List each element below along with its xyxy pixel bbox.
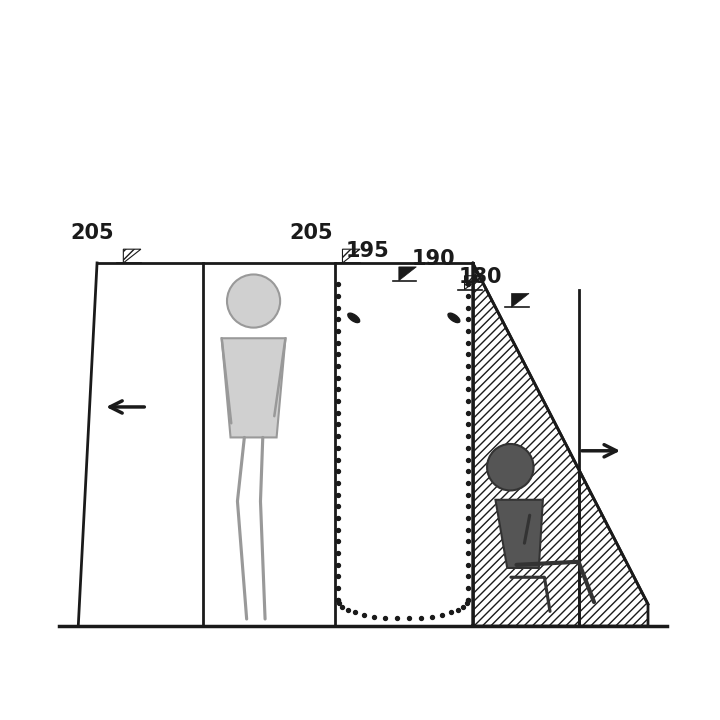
Point (462, 536, 474, 547)
Point (333, 454, 344, 465)
Point (333, 465, 344, 477)
Point (462, 395, 474, 407)
Point (333, 477, 344, 489)
Point (462, 512, 474, 523)
Text: 195: 195 (346, 240, 390, 261)
Point (462, 594, 474, 606)
Circle shape (487, 444, 534, 490)
Point (462, 442, 474, 454)
Point (462, 582, 474, 594)
Text: 190: 190 (412, 250, 455, 269)
Text: 205: 205 (71, 223, 114, 243)
Point (333, 512, 344, 523)
Circle shape (227, 274, 280, 328)
Point (462, 384, 474, 395)
Point (462, 325, 474, 337)
Point (333, 290, 344, 302)
Point (462, 465, 474, 477)
Point (462, 594, 474, 606)
Point (333, 419, 344, 431)
Point (445, 607, 456, 618)
Point (333, 372, 344, 384)
Point (333, 279, 344, 290)
Point (333, 547, 344, 559)
Point (333, 594, 344, 606)
Point (462, 431, 474, 442)
Point (333, 313, 344, 325)
Point (333, 302, 344, 313)
Point (333, 384, 344, 395)
Point (333, 442, 344, 454)
Point (333, 582, 344, 594)
Point (358, 609, 369, 621)
Point (333, 325, 344, 337)
Point (415, 612, 426, 624)
Point (333, 337, 344, 348)
Point (462, 477, 474, 489)
Point (462, 489, 474, 500)
Point (333, 360, 344, 372)
Point (436, 609, 448, 621)
Point (457, 600, 469, 612)
Point (342, 604, 354, 616)
Point (462, 360, 474, 372)
Ellipse shape (348, 313, 360, 323)
Polygon shape (222, 338, 285, 438)
Point (462, 571, 474, 582)
Point (333, 594, 344, 606)
Point (333, 395, 344, 407)
Polygon shape (399, 267, 416, 281)
Point (462, 559, 474, 570)
Point (462, 302, 474, 313)
Point (333, 348, 344, 360)
Point (379, 612, 391, 624)
Point (462, 524, 474, 536)
Point (426, 611, 438, 622)
Point (462, 290, 474, 302)
Ellipse shape (448, 313, 460, 323)
Point (462, 454, 474, 465)
Point (337, 600, 348, 612)
Point (403, 613, 415, 624)
Point (462, 547, 474, 559)
Text: 205: 205 (289, 223, 333, 243)
Point (462, 500, 474, 512)
Point (333, 431, 344, 442)
Point (333, 500, 344, 512)
Point (391, 613, 402, 624)
Point (333, 559, 344, 570)
Point (333, 524, 344, 536)
Point (333, 489, 344, 500)
Point (333, 571, 344, 582)
Point (333, 407, 344, 418)
Point (452, 604, 464, 616)
Point (349, 607, 361, 618)
Point (462, 279, 474, 290)
Text: 180: 180 (459, 267, 502, 287)
Point (462, 348, 474, 360)
Point (462, 313, 474, 325)
Point (462, 419, 474, 431)
Point (462, 372, 474, 384)
Polygon shape (495, 500, 543, 568)
Point (333, 598, 345, 609)
Point (368, 611, 379, 622)
Polygon shape (511, 294, 529, 307)
Point (462, 337, 474, 348)
Point (461, 598, 472, 609)
Point (462, 407, 474, 418)
Point (333, 536, 344, 547)
